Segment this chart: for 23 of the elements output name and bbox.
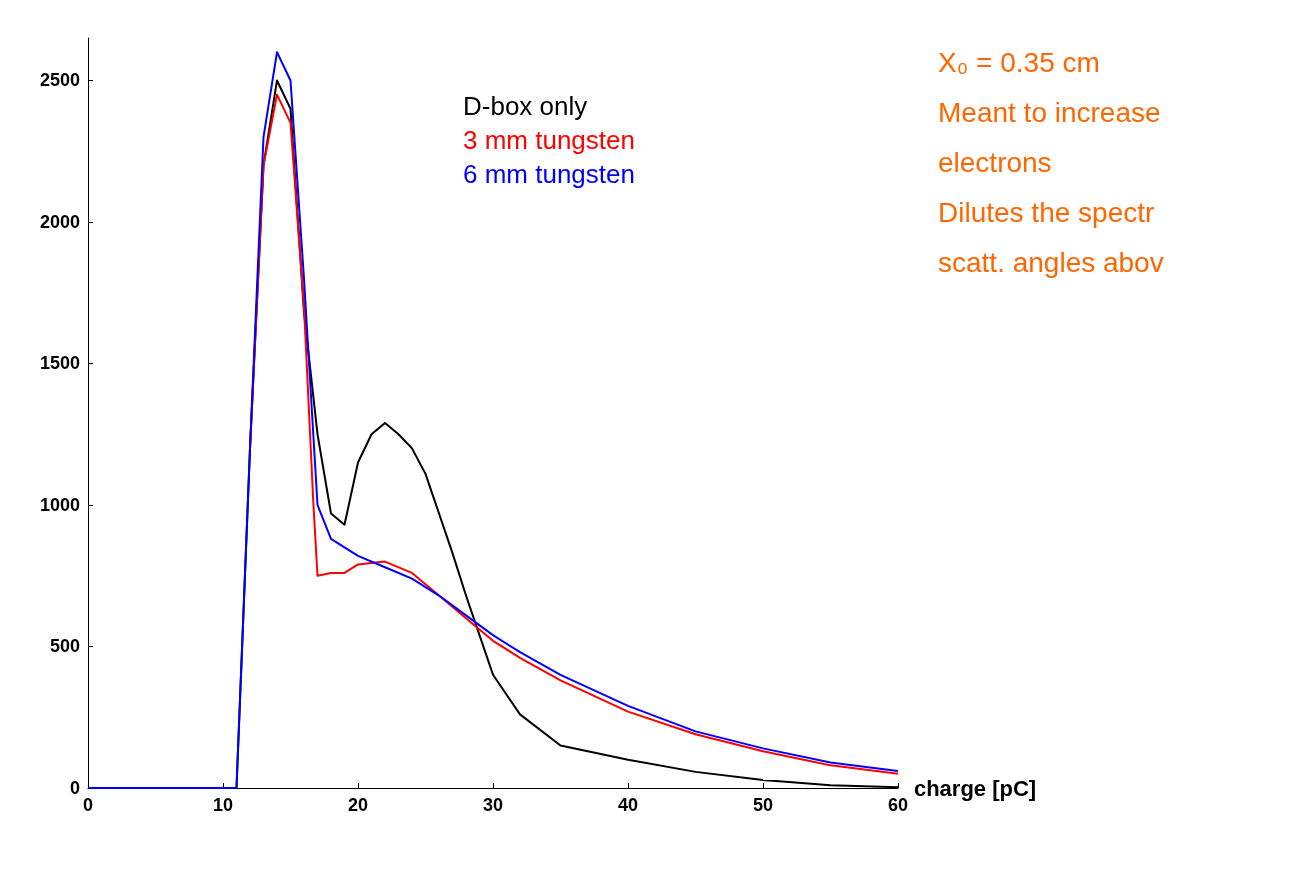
text: 6 mm tungsten <box>463 159 635 189</box>
text: 3 mm tungsten <box>463 125 635 155</box>
text: electrons <box>938 146 1052 178</box>
line-series <box>249 93 899 775</box>
x-tick-label: 50 <box>752 795 774 815</box>
x-tick-label: 40 <box>617 795 639 815</box>
text: scatt. angles abov <box>938 246 1164 278</box>
text: X₀ = 0.35 cm <box>938 46 1100 78</box>
y-tick-label: 2000 <box>39 211 80 232</box>
y-tick-label: 0 <box>69 778 80 798</box>
x-tick-label: 10 <box>212 795 234 815</box>
x-axis-title: charge [pC] <box>913 775 1037 801</box>
text: Dilutes the spectr <box>938 196 1155 228</box>
y-tick-label: 1000 <box>39 494 80 515</box>
text: D-box only <box>463 91 588 121</box>
y-tick-label: 1500 <box>39 353 80 374</box>
x-tick-label: 0 <box>82 795 94 815</box>
text: Meant to increase <box>938 96 1161 128</box>
y-tick-label: 2500 <box>39 70 80 91</box>
x-tick-label: 30 <box>482 795 504 815</box>
y-tick-label: 500 <box>49 636 80 657</box>
x-tick-label: 60 <box>887 795 909 815</box>
x-tick-label: 20 <box>347 795 369 815</box>
